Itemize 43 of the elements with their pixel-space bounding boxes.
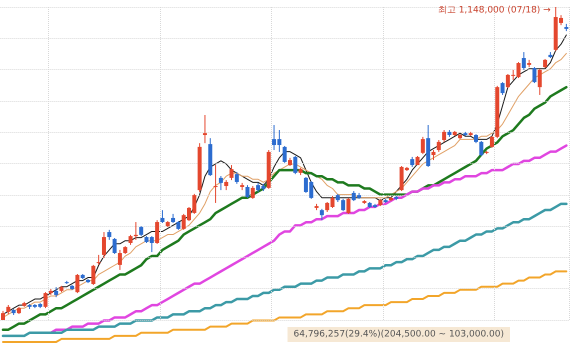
- candlestick: [474, 134, 478, 144]
- candlestick: [479, 140, 484, 156]
- candlestick: [118, 249, 122, 270]
- candlestick: [171, 213, 176, 224]
- candlestick: [202, 114, 207, 144]
- candlestick: [75, 273, 80, 294]
- candlestick: [538, 68, 542, 96]
- candlestick: [320, 208, 324, 221]
- candlestick: [431, 150, 436, 161]
- candlestick: [112, 237, 117, 254]
- candlestick: [522, 52, 526, 70]
- candlestick: [44, 292, 48, 309]
- candlestick: [218, 176, 223, 191]
- candlestick: [6, 304, 10, 315]
- candlestick: [91, 264, 96, 286]
- candlestick: [410, 156, 414, 168]
- candlestick: [245, 184, 250, 198]
- candlestick: [155, 220, 160, 244]
- candlestick: [234, 171, 239, 184]
- candlestick: [420, 136, 425, 155]
- annotation: 최고 1,148,000 (07/18) →: [438, 6, 552, 16]
- candlestick: [532, 66, 536, 84]
- candlestick: [543, 58, 548, 69]
- candlestick: [128, 234, 133, 246]
- candlestick: [139, 226, 144, 237]
- candlestick: [224, 180, 228, 191]
- candlestick: [341, 198, 346, 212]
- candlestick: [436, 140, 441, 152]
- candlestick: [160, 210, 164, 224]
- candlestick: [214, 164, 218, 204]
- candlestick: [293, 155, 298, 175]
- candlestick: [346, 197, 350, 214]
- candlestick: [96, 254, 101, 266]
- candlestick: [230, 164, 234, 181]
- candlestick: [54, 286, 58, 298]
- candlestick: [107, 229, 112, 240]
- candlestick: [250, 186, 255, 200]
- candlestick: [500, 82, 505, 96]
- candlestick: [442, 130, 446, 142]
- candlestick: [102, 232, 106, 259]
- annotation: 64,796,257(29.4%)(204,500.00 ~ 103,000.00): [294, 330, 504, 340]
- candlestick: [490, 135, 494, 148]
- candlestick: [282, 145, 287, 164]
